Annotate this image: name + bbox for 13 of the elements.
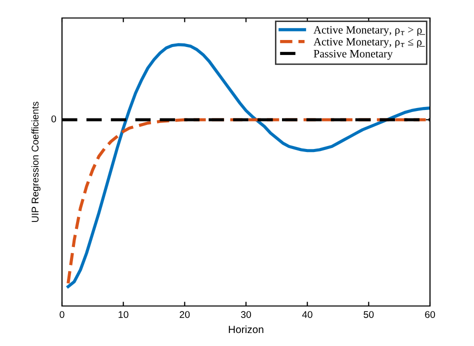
legend-label: Passive Monetary [314, 50, 393, 60]
x-tick-label: 50 [364, 311, 374, 318]
x-tick-label: 30 [240, 311, 252, 318]
x-tick-label: 10 [118, 311, 128, 318]
legend-label: Active Monetary, ρ$_{τ}$ ≤ ρ̲ [314, 38, 425, 48]
legend-label: Active Monetary, ρ$_{τ}$ > ρ̲ [314, 26, 425, 36]
x-axis-title: Horizon [228, 325, 264, 334]
x-tick-label: 0 [60, 311, 64, 318]
y-axis-title: UIP Regression Coefficients [31, 102, 40, 222]
x-tick-label: 20 [180, 311, 190, 318]
x-tick-label: 60 [425, 311, 436, 318]
text: 0 [51, 115, 56, 122]
x-tick-label: 40 [302, 311, 312, 318]
